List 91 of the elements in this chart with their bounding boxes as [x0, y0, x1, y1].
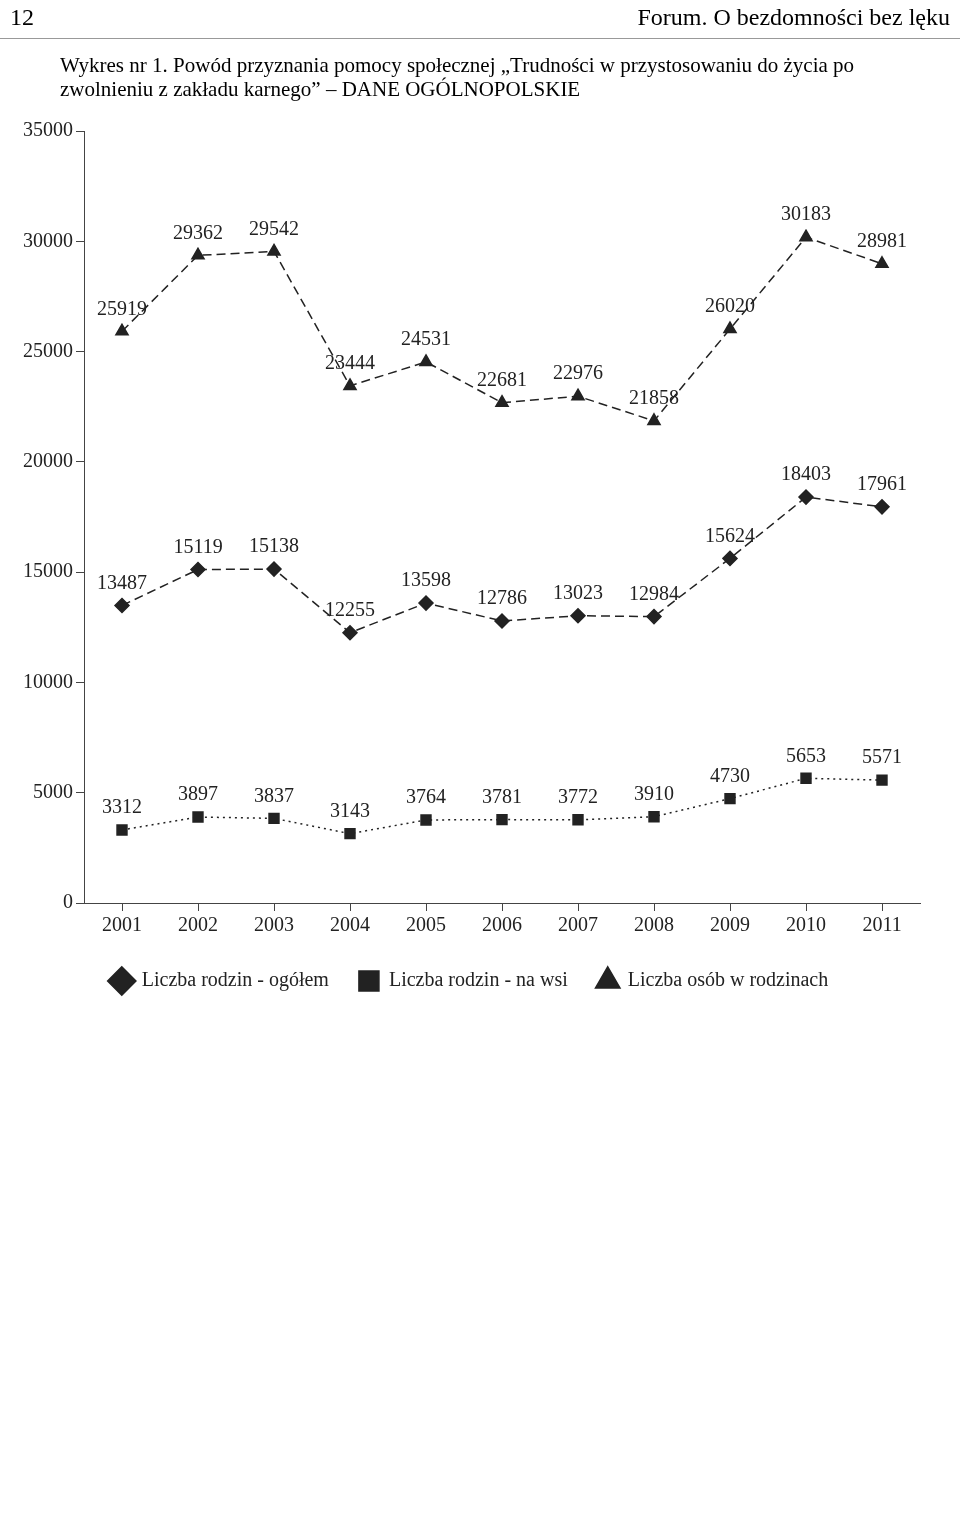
- point: [344, 828, 356, 840]
- data-label: 15624: [705, 523, 755, 546]
- y-tick-label: 10000: [23, 669, 73, 692]
- point: [648, 811, 660, 823]
- point: [342, 625, 358, 641]
- data-label: 23444: [325, 351, 375, 374]
- data-label: 3837: [254, 783, 294, 806]
- data-label: 3312: [102, 795, 142, 818]
- data-label: 3781: [482, 785, 522, 808]
- point: [420, 814, 432, 826]
- y-tick-label: 35000: [23, 118, 73, 141]
- y-tick-label: 5000: [33, 780, 73, 803]
- point: [418, 595, 434, 612]
- point: [268, 812, 280, 825]
- point: [115, 323, 129, 336]
- point: [114, 598, 130, 614]
- y-tick-label: 0: [63, 890, 73, 913]
- point: [116, 824, 128, 836]
- point: [570, 608, 586, 624]
- point: [799, 229, 813, 242]
- point: [494, 613, 510, 630]
- x-tick-label: 2004: [330, 913, 370, 936]
- point: [572, 814, 584, 826]
- data-label: 13023: [553, 581, 603, 604]
- point: [798, 489, 814, 506]
- data-label: 17961: [857, 472, 907, 495]
- data-label: 12786: [477, 586, 527, 609]
- legend-label: Liczba rodzin - ogółem: [141, 968, 330, 992]
- legend-label: Liczba osób w rodzinach: [627, 968, 829, 991]
- data-label: 5653: [786, 743, 826, 766]
- y-tick-label: 25000: [23, 339, 73, 362]
- point: [722, 550, 738, 567]
- data-label: 22976: [553, 361, 603, 384]
- data-label: 22681: [477, 368, 527, 391]
- data-label: 26020: [705, 294, 755, 317]
- x-tick-label: 2005: [406, 913, 446, 936]
- point: [419, 354, 433, 367]
- data-label: 29542: [249, 216, 299, 239]
- y-tick-label: 20000: [23, 449, 73, 472]
- point: [646, 609, 662, 625]
- data-label: 3143: [330, 799, 370, 822]
- point: [571, 388, 585, 401]
- point: [191, 247, 205, 260]
- x-tick-label: 2003: [254, 913, 294, 936]
- data-label: 3764: [406, 785, 446, 808]
- y-tick-label: 15000: [23, 559, 73, 582]
- data-label: 5571: [862, 745, 902, 768]
- point: [343, 378, 357, 391]
- data-label: 15138: [249, 534, 299, 557]
- point: [192, 811, 204, 824]
- chart-title: Wykres nr 1. Powód przyznania pomocy społecznej „Trudności w przystosowaniu do życia po zwolnieniu z zakładu karnego” – DANE OGÓLNOPOLSKIE: [60, 53, 856, 102]
- text: Forum. O bezdomności bez lęku: [637, 4, 950, 32]
- point: [724, 793, 736, 805]
- x-tick-label: 2009: [710, 913, 750, 936]
- data-label: 25919: [97, 296, 147, 319]
- x-tick-label: 2008: [634, 913, 674, 936]
- data-label: 4730: [710, 764, 750, 787]
- data-label: 30183: [781, 202, 831, 225]
- legend-label: Liczba rodzin - na wsi: [388, 968, 569, 991]
- x-tick-label: 2006: [482, 913, 522, 936]
- data-label: 12255: [325, 598, 375, 621]
- data-label: 15119: [173, 535, 223, 558]
- point: [190, 562, 206, 578]
- data-label: 28981: [857, 229, 907, 252]
- data-label: 13487: [97, 571, 147, 594]
- text: 12: [10, 4, 34, 32]
- point: [800, 772, 812, 785]
- data-label: 3910: [634, 782, 674, 805]
- point: [266, 561, 282, 578]
- point: [496, 814, 508, 826]
- point: [647, 413, 661, 426]
- data-label: 21858: [629, 386, 679, 409]
- point: [723, 321, 737, 334]
- data-label: 12984: [629, 582, 679, 605]
- data-label: 24531: [401, 327, 451, 350]
- data-label: 3897: [178, 782, 218, 805]
- x-tick-label: 2002: [178, 913, 218, 936]
- data-label: 3772: [558, 785, 598, 808]
- point: [495, 395, 509, 408]
- data-label: 13598: [401, 568, 451, 591]
- point: [874, 499, 890, 515]
- point: [875, 256, 889, 269]
- point: [267, 243, 281, 256]
- data-label: 29362: [173, 220, 223, 243]
- data-label: 18403: [781, 462, 831, 485]
- y-tick-label: 30000: [23, 228, 73, 251]
- point: [876, 774, 888, 787]
- x-tick-label: 2007: [558, 913, 598, 936]
- x-tick-label: 2001: [102, 913, 142, 936]
- x-tick-label: 2010: [786, 913, 826, 936]
- x-tick-label: 2011: [862, 913, 902, 936]
